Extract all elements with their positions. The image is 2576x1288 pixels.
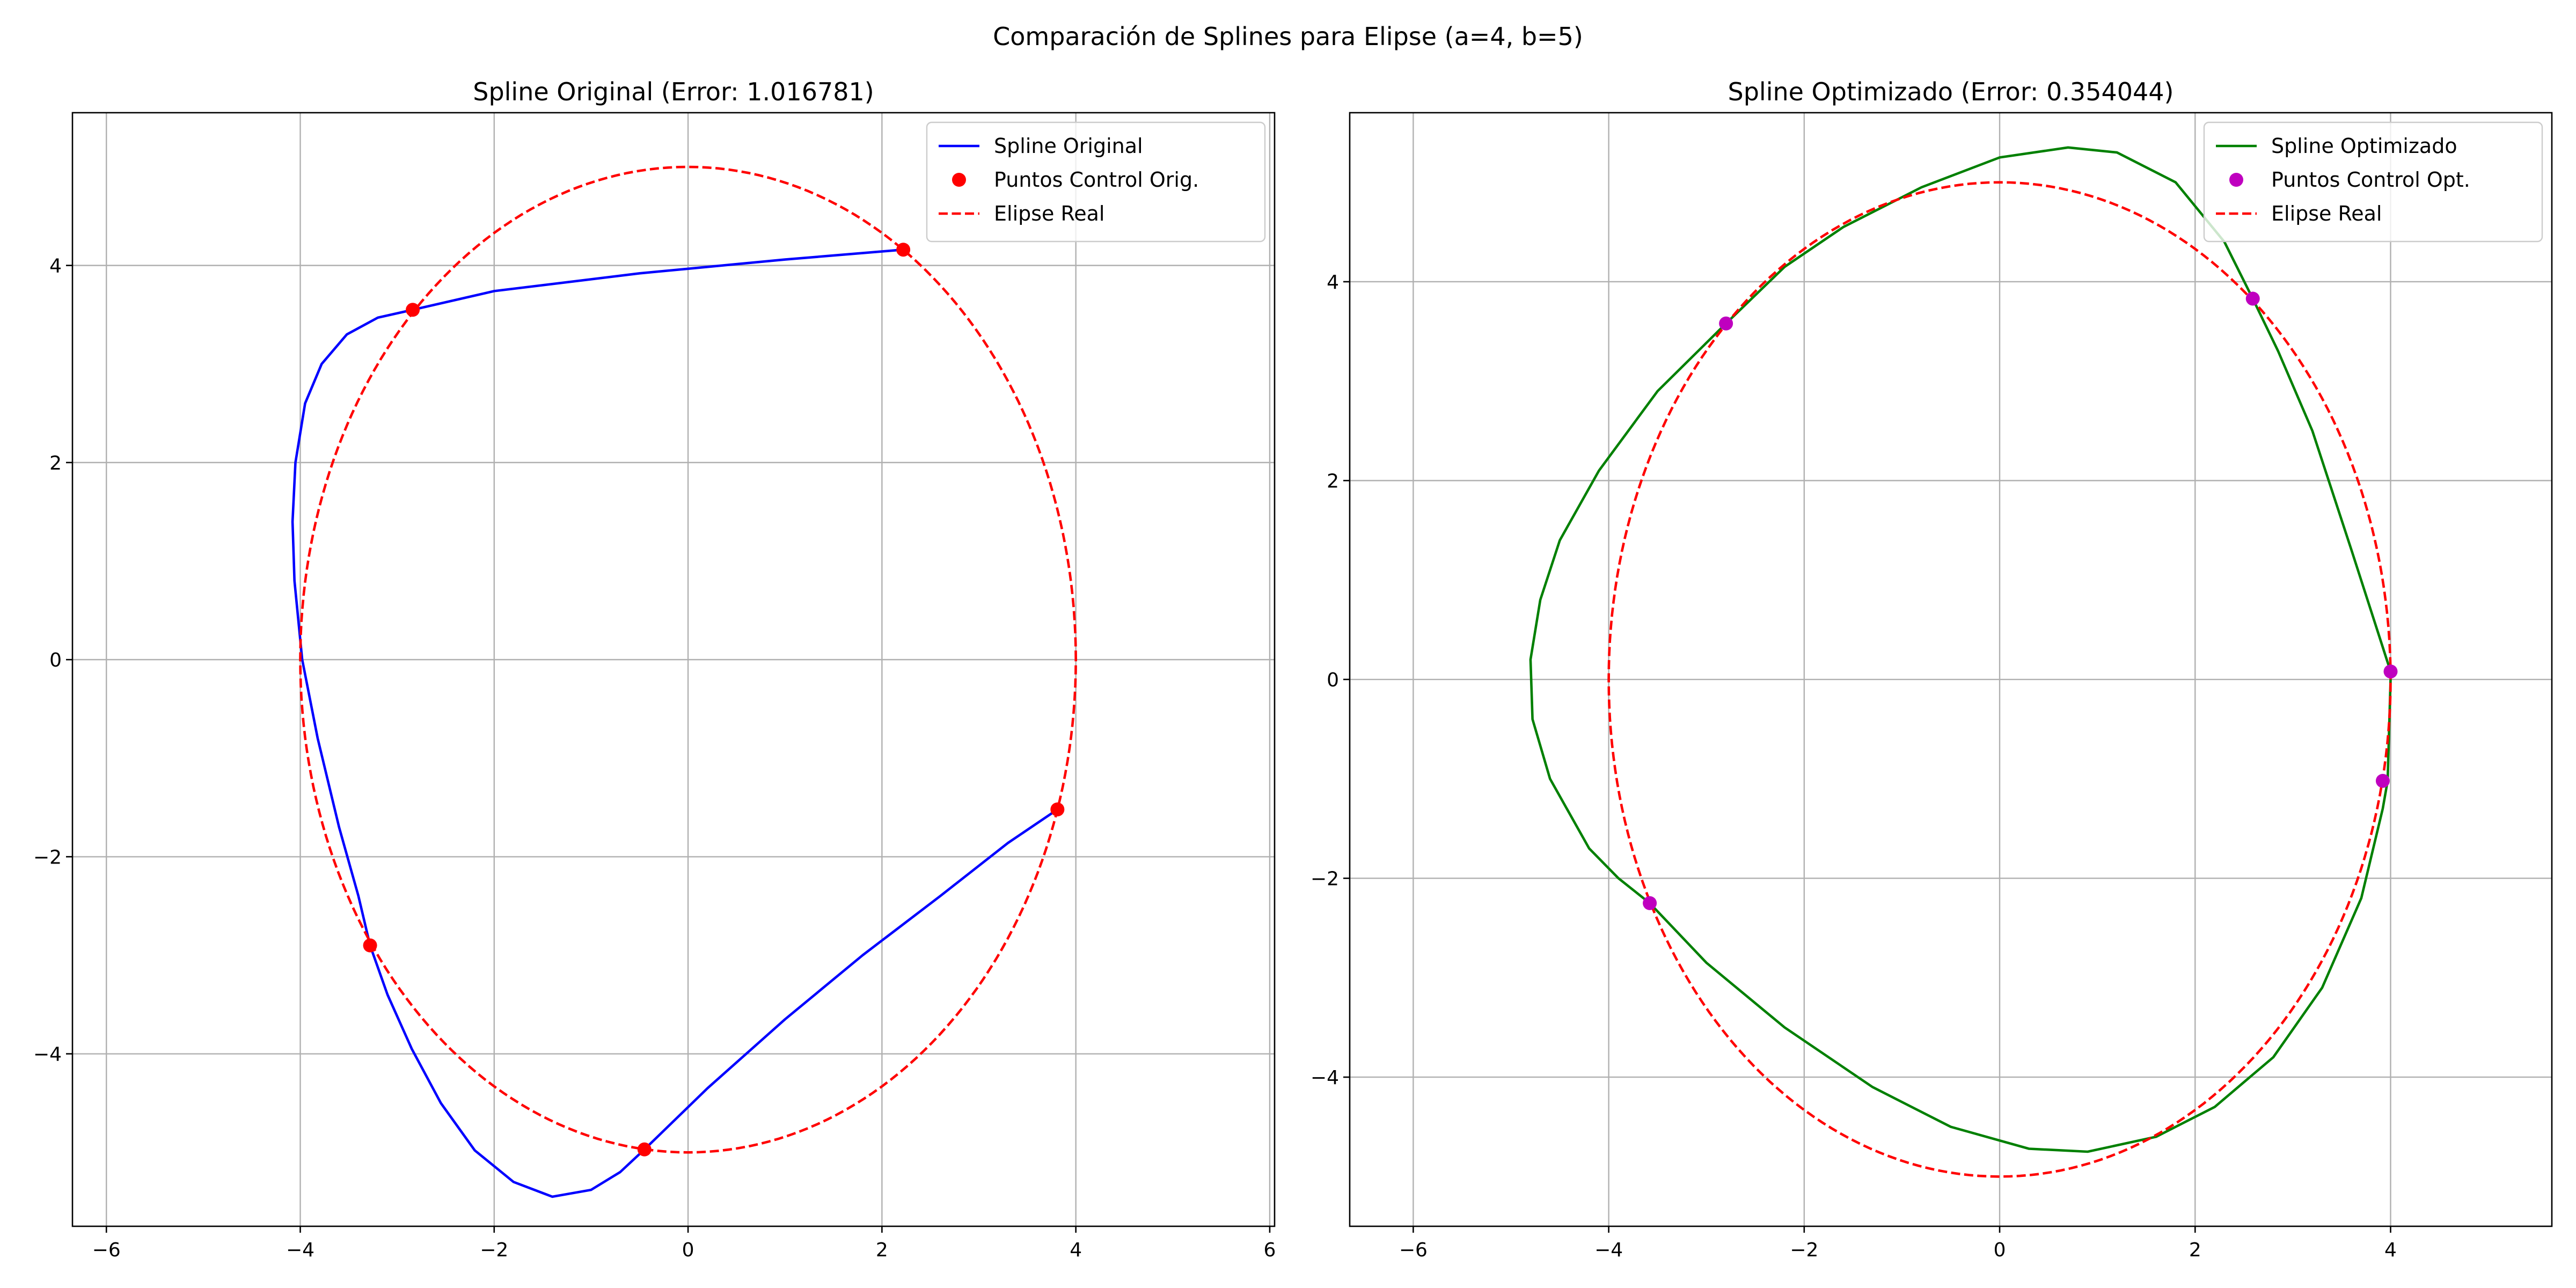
panel-title: Spline Original (Error: 1.016781) [473,77,874,106]
x-tick-label: −4 [286,1239,314,1261]
x-tick-label: 0 [1994,1239,2006,1261]
y-tick-label: −4 [33,1044,62,1066]
y-tick-label: −2 [33,846,62,868]
plot-area [1529,146,2398,1178]
panel-spline-original: −6 −4 −2 0 2 4 6 −4 −2 0 2 4 Spline Original (Error:… [33,77,1276,1261]
legend: Spline Original Puntos Control Orig. Elips… [926,121,1266,243]
tick-marks [1343,281,2391,1233]
ellipse-curve [1607,181,2392,1178]
figure-suptitle: Comparación de Splines para Elipse (a=4,… [993,22,1583,51]
x-tick-label: −2 [480,1239,508,1261]
axes-frame [71,112,1276,1227]
control-point [2383,664,2398,679]
control-point [1050,802,1065,817]
control-point [2245,291,2260,306]
y-tick-label: 0 [1327,669,1339,691]
legend-label: Puntos Control Orig. [994,168,1199,192]
control-point [2375,774,2390,788]
axes-frame [1349,112,2553,1227]
control-point [896,243,911,257]
x-tick-label: 2 [2189,1239,2201,1261]
legend: Spline Optimizado Puntos Control Opt. Elip… [2203,121,2543,243]
x-tick-label: 4 [2384,1239,2397,1261]
x-tick-label: −4 [1594,1239,1623,1261]
x-tick-label: 6 [1264,1239,1276,1261]
legend-label: Spline Optimizado [2271,134,2457,158]
legend-box [926,121,1266,243]
control-point [637,1142,652,1157]
x-tick-label: −6 [92,1239,121,1261]
panel-spline-optimized: −6 −4 −2 0 2 4 −4 −2 0 2 4 Spline Optimizado (Error… [1311,77,2553,1261]
legend-marker [952,173,966,187]
y-tick-label: 4 [49,255,62,277]
control-point [1719,316,1733,331]
y-tick-label: −2 [1311,868,1339,890]
tick-marks [66,265,1271,1233]
x-tick-label: −2 [1790,1239,1818,1261]
x-tick-label: 0 [682,1239,694,1261]
y-tick-label: 0 [49,649,62,671]
spline-curve [1529,146,2392,1153]
grid-lines [72,113,1275,1226]
spline-curve [291,248,1059,1198]
y-tick-label: −4 [1311,1067,1339,1089]
legend-label: Elipse Real [994,202,1104,225]
control-point [1643,896,1657,910]
y-tick-label: 2 [49,452,62,474]
control-point [363,938,377,953]
legend-marker [2229,173,2243,187]
legend-label: Elipse Real [2271,202,2382,225]
y-tick-label: 2 [1327,470,1339,492]
y-tick-label: 4 [1327,272,1339,294]
plot-area [291,165,1077,1198]
control-point [406,303,420,317]
x-tick-label: −6 [1399,1239,1428,1261]
x-tick-label: 4 [1070,1239,1082,1261]
ellipse-curve [299,165,1077,1154]
panel-title: Spline Optimizado (Error: 0.354044) [1728,77,2174,106]
legend-box [2203,121,2543,243]
legend-label: Puntos Control Opt. [2271,168,2470,192]
x-tick-label: 2 [876,1239,888,1261]
legend-label: Spline Original [994,134,1143,158]
